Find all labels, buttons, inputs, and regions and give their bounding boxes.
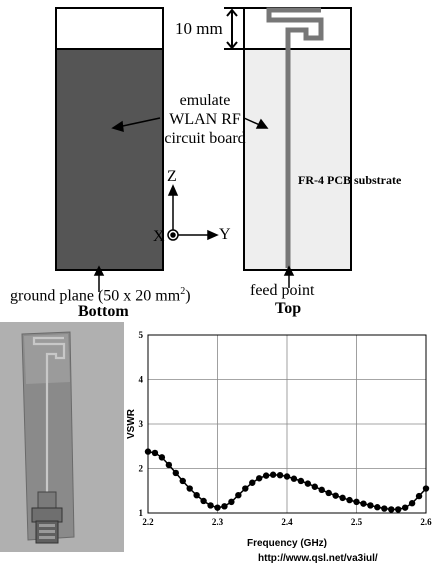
axis-x-label: X [153, 228, 165, 245]
vswr-data-point [408, 500, 416, 507]
vswr-data-point [415, 492, 423, 500]
ground-plane [55, 48, 164, 271]
vswr-data-point [360, 500, 367, 507]
photo-antenna-trace [32, 336, 66, 522]
ground-plane-text: ground plane (50 x 20 mm [10, 287, 181, 305]
vswr-data-point [193, 492, 200, 499]
antenna-trace [266, 7, 324, 268]
y-tick-label: 3 [139, 419, 144, 429]
vswr-data-point [395, 506, 402, 513]
antenna-diagram [55, 7, 352, 292]
x-tick-label: 2.6 [420, 517, 432, 527]
vswr-data-point [262, 472, 270, 479]
vswr-data-point [353, 498, 360, 506]
vswr-data-point [151, 449, 159, 457]
vswr-data-point [235, 492, 242, 499]
vswr-data-point [269, 471, 277, 478]
vswr-data-point [165, 461, 173, 469]
vswr-data-point [401, 504, 409, 511]
substrate-label: FR-4 PCB substrate [298, 173, 402, 187]
vswr-data-point [207, 502, 214, 509]
vswr-data-point [221, 503, 228, 510]
ground-plane-close: ) [185, 287, 191, 305]
y-tick-label: 1 [139, 508, 144, 518]
chart-ticks: 2.2 2.3 2.4 2.5 2.6 1 2 3 4 5 [139, 330, 433, 527]
vswr-data-point [283, 473, 291, 480]
center-label-line-3: circuit board [164, 130, 246, 147]
vswr-series-points [144, 448, 430, 513]
vswr-data-point [311, 483, 318, 490]
y-tick-label: 4 [139, 375, 144, 385]
x-tick-label: 2.2 [142, 517, 154, 527]
vswr-data-point [290, 475, 298, 482]
vswr-data-point [381, 505, 388, 512]
pointer-arrows [93, 265, 295, 292]
vswr-data-point [325, 489, 332, 497]
vswr-data-point [332, 492, 339, 499]
label-arrows [111, 117, 269, 133]
vswr-data-point [242, 485, 249, 492]
vswr-data-point [179, 477, 186, 485]
vswr-data-point [228, 498, 235, 506]
vswr-data-point [144, 448, 152, 455]
vswr-chart: 2.2 2.3 2.4 2.5 2.6 1 2 3 4 5 VSWR Frequency (GHz… [126, 330, 433, 549]
chart-frame [147, 334, 427, 514]
feed-point-label: feed point [250, 282, 315, 299]
center-label: emulate WLAN RF circuit board [150, 91, 260, 148]
x-tick-label: 2.5 [351, 517, 363, 527]
x-tick-label: 2.3 [212, 517, 224, 527]
axis-y-label: Y [219, 226, 231, 243]
substrate-lower [243, 48, 352, 271]
vswr-data-point [422, 485, 430, 492]
top-caption: Top [275, 300, 302, 317]
x-tick-label: 2.4 [281, 517, 293, 527]
vswr-data-point [214, 504, 221, 511]
vswr-data-point [297, 477, 305, 485]
vswr-data-point [172, 469, 179, 477]
vswr-data-point [158, 454, 166, 461]
dimension-arrow [224, 7, 244, 50]
vswr-data-point [256, 475, 263, 482]
y-axis-label: VSWR [126, 408, 137, 439]
vswr-data-point [200, 497, 207, 505]
watermark: http://www.qsl.net/va3iul/ [258, 553, 378, 564]
bottom-caption: Bottom [78, 303, 129, 320]
vswr-data-point [318, 486, 325, 494]
vswr-data-point [374, 504, 381, 511]
axis-z-label: Z [167, 168, 177, 185]
center-label-line-2: WLAN RF [169, 111, 241, 128]
vswr-data-point [304, 480, 312, 487]
ground-plane-label: ground plane (50 x 20 mm2) [10, 286, 191, 305]
y-tick-label: 5 [139, 330, 144, 340]
vswr-data-point [186, 485, 193, 492]
dimension-label: 10 mm [175, 19, 223, 38]
vswr-data-point [339, 494, 346, 502]
vswr-data-point [388, 506, 395, 513]
vswr-data-point [367, 502, 374, 509]
coordinate-axes [167, 184, 219, 241]
vswr-data-point [346, 496, 353, 504]
x-axis-label: Frequency (GHz) [247, 538, 327, 549]
center-label-line-1: emulate [179, 92, 231, 109]
y-tick-label: 2 [139, 464, 144, 474]
vswr-data-point [276, 471, 284, 479]
antenna-photo [0, 322, 124, 552]
ground-plane-superscript: 2 [180, 286, 186, 297]
vswr-data-point [249, 479, 256, 486]
